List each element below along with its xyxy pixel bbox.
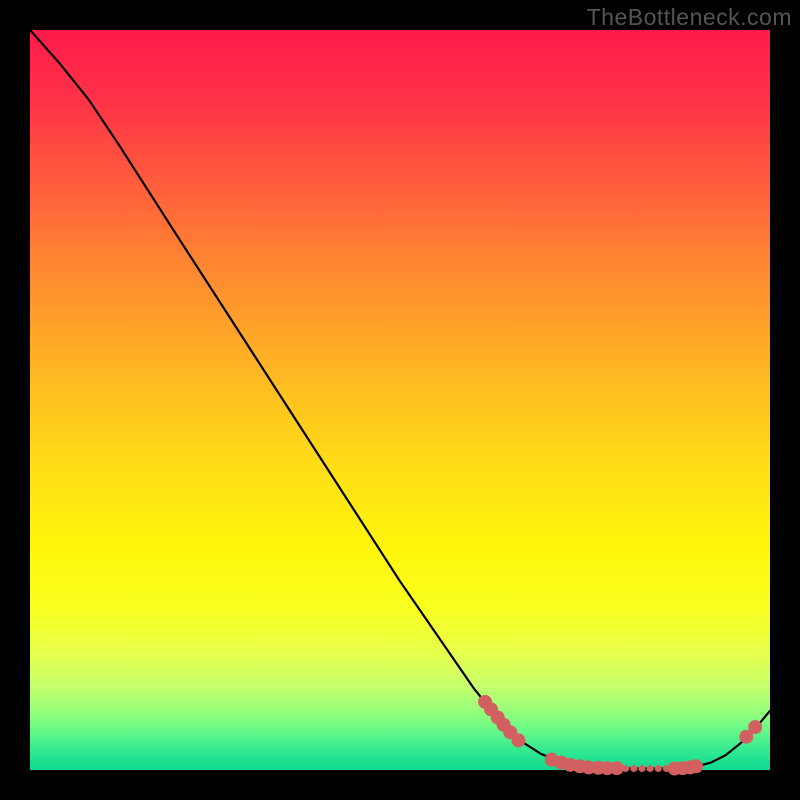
plot-background-gradient <box>30 30 770 770</box>
data-marker <box>748 720 762 734</box>
chart-container: TheBottleneck.com <box>0 0 800 800</box>
bottleneck-curve-chart <box>0 0 800 800</box>
data-marker <box>630 765 637 772</box>
watermark-text: TheBottleneck.com <box>587 4 792 31</box>
data-marker <box>622 765 629 772</box>
data-marker <box>638 765 645 772</box>
data-marker <box>610 761 624 775</box>
data-marker <box>647 765 654 772</box>
data-marker <box>655 765 662 772</box>
data-marker <box>511 733 525 747</box>
data-marker <box>689 759 703 773</box>
